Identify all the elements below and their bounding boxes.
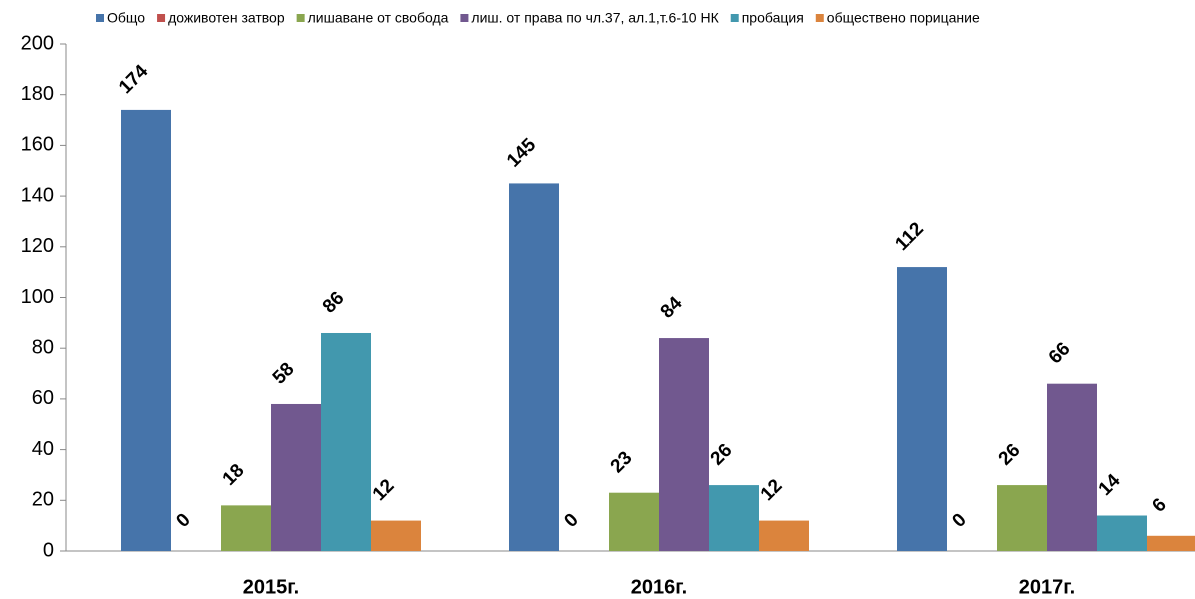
y-tick-label: 100 (21, 286, 54, 308)
bar (1047, 383, 1097, 551)
legend-swatch (157, 14, 166, 22)
data-label: 14 (1095, 470, 1125, 500)
bar (271, 403, 321, 551)
y-tick-label: 120 (21, 235, 54, 257)
bar (1097, 515, 1147, 551)
data-label: 58 (269, 359, 299, 389)
legend-swatch (460, 14, 469, 22)
legend-label: лишаване от свобода (308, 10, 449, 26)
bar (221, 505, 271, 551)
data-label: 66 (1045, 338, 1075, 368)
bar (1147, 535, 1195, 551)
data-label: 86 (319, 288, 349, 318)
y-tick-label: 180 (21, 83, 54, 105)
data-label: 0 (172, 509, 194, 531)
data-label: 6 (1148, 494, 1170, 516)
bar (509, 183, 559, 552)
x-tick-label: 2015г. (243, 576, 299, 598)
y-tick-label: 80 (32, 336, 54, 358)
legend-label: доживотен затвор (168, 10, 285, 26)
y-tick-label: 140 (21, 184, 54, 206)
bar (897, 267, 947, 551)
data-label: 0 (948, 509, 970, 531)
y-tick-label: 0 (43, 539, 54, 561)
bar (997, 485, 1047, 551)
legend-label: лиш. от права по чл.37, ал.1,т.6-10 НК (471, 10, 719, 26)
legend-swatch (730, 14, 739, 22)
data-label: 26 (707, 440, 737, 470)
x-tick-label: 2017г. (1019, 576, 1075, 598)
data-label: 12 (369, 475, 399, 505)
bar (121, 109, 171, 551)
bar (609, 492, 659, 551)
bar (321, 332, 371, 551)
data-label: 112 (891, 218, 928, 255)
data-label: 145 (503, 134, 541, 172)
data-label: 84 (657, 293, 687, 323)
legend-label: пробация (742, 10, 804, 26)
bar (759, 520, 809, 551)
data-label: 23 (607, 447, 637, 477)
data-label: 0 (560, 509, 582, 531)
data-label: 174 (115, 61, 153, 99)
y-tick-label: 40 (32, 438, 54, 460)
data-label: 12 (757, 475, 787, 505)
data-label: 26 (995, 440, 1025, 470)
bar (659, 338, 709, 551)
legend-swatch (96, 14, 104, 22)
y-tick-label: 60 (32, 387, 54, 409)
legend-swatch (296, 14, 305, 22)
y-tick-label: 200 (21, 32, 54, 54)
bar (371, 520, 421, 551)
legend-swatch (815, 14, 824, 22)
legend-label: обществено порицание (827, 10, 980, 26)
y-tick-label: 160 (21, 134, 54, 156)
legend-label: Общо (107, 10, 145, 26)
x-tick-label: 2016г. (631, 576, 687, 598)
y-tick-label: 20 (32, 489, 54, 511)
data-label: 18 (219, 460, 249, 490)
bar (709, 485, 759, 551)
